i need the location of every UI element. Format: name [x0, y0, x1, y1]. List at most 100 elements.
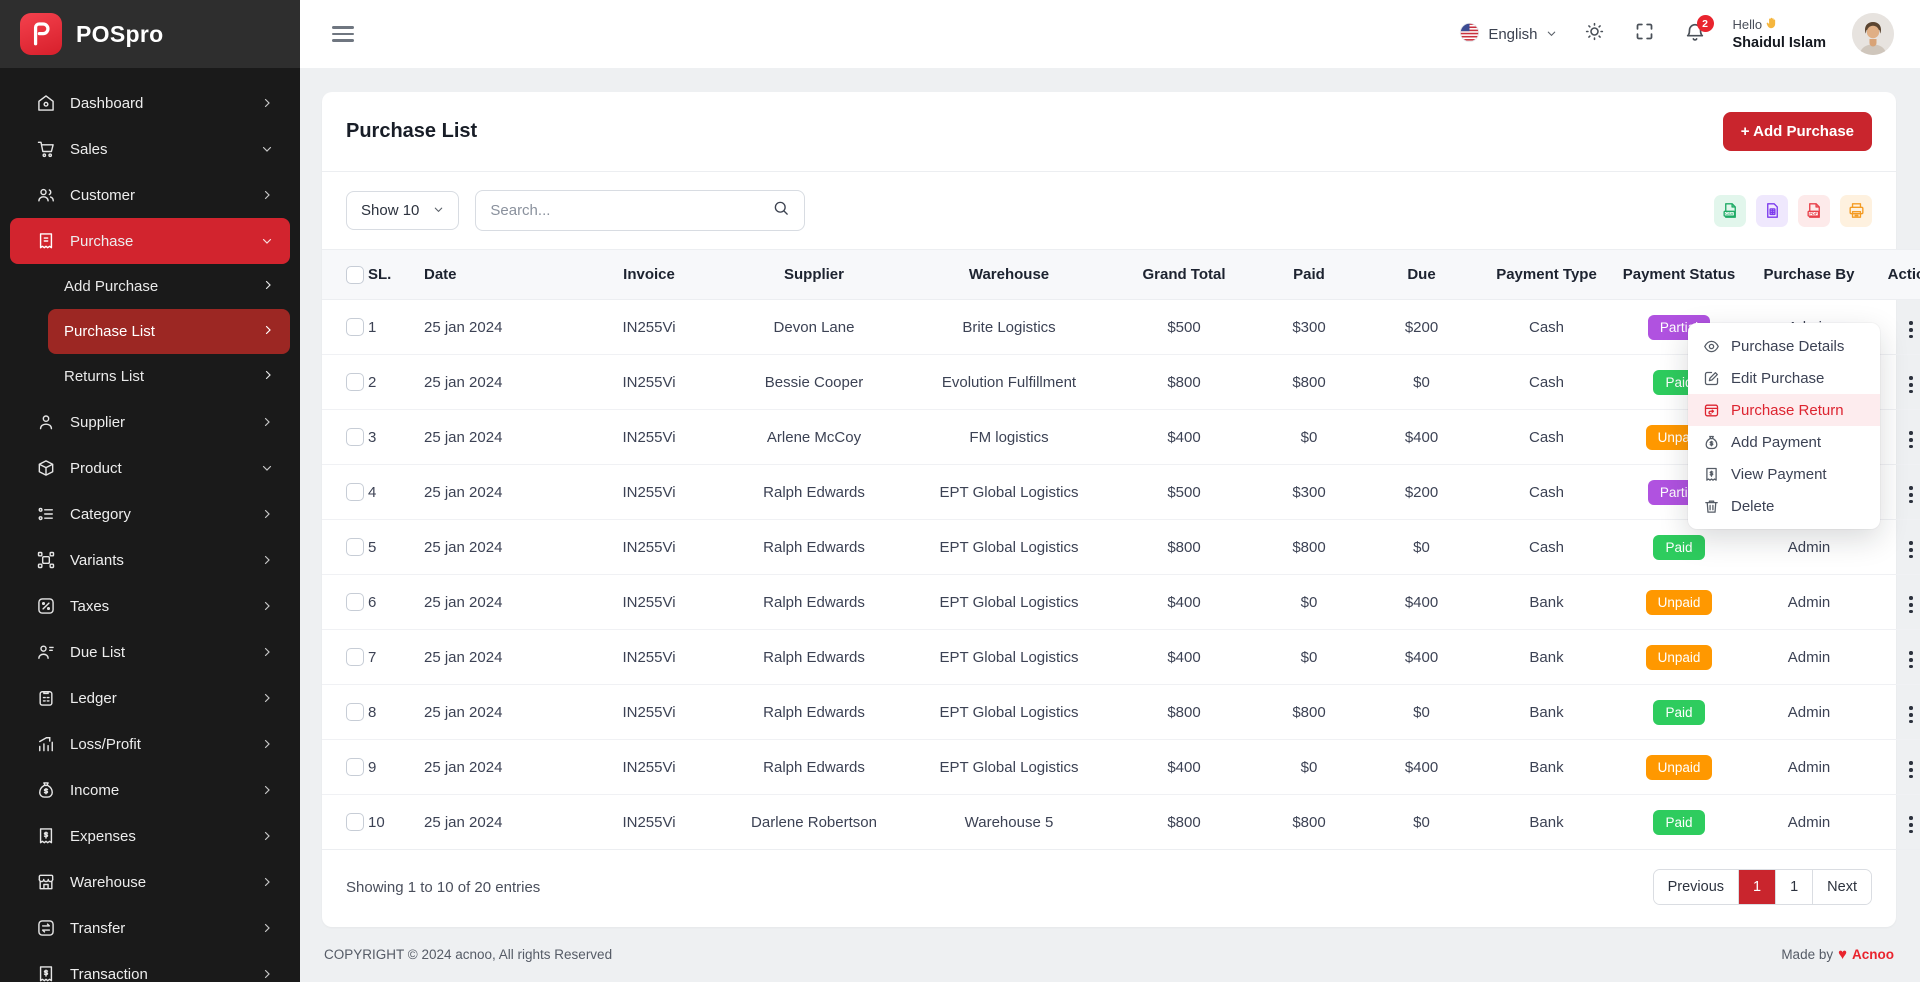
row-checkbox[interactable]: [346, 428, 364, 447]
cell-sl: 6: [368, 574, 424, 630]
show-entries-select[interactable]: Show 10: [346, 191, 460, 230]
cell-warehouse: EPT Global Logistics: [904, 464, 1114, 520]
sidebar-item-ledger[interactable]: Ledger: [10, 675, 290, 721]
brand-logo-icon: [20, 13, 62, 55]
cell-due: $0: [1364, 684, 1479, 740]
sidebar-item-expenses[interactable]: Expenses: [10, 813, 290, 859]
row-actions-menu-button[interactable]: [1903, 482, 1919, 507]
export-csv-button[interactable]: CSV: [1714, 194, 1746, 227]
row-checkbox[interactable]: [346, 648, 364, 667]
user-avatar[interactable]: [1852, 13, 1894, 55]
export-pdf-button[interactable]: PDF: [1798, 194, 1830, 227]
menu-item-edit-purchase[interactable]: Edit Purchase: [1688, 362, 1880, 394]
sidebar-subitem-label: Returns List: [64, 368, 145, 385]
cell-supplier: Darlene Robertson: [724, 794, 904, 850]
cell-invoice: IN255Vi: [574, 299, 724, 355]
language-selector[interactable]: English: [1459, 22, 1556, 47]
chevron-right-icon: [262, 323, 274, 340]
menu-item-purchase-details[interactable]: Purchase Details: [1688, 330, 1880, 362]
sidebar-subitem-label: Purchase List: [64, 323, 155, 340]
menu-item-add-payment[interactable]: Add Payment: [1688, 426, 1880, 458]
sidebar-item-loss-profit[interactable]: Loss/Profit: [10, 721, 290, 767]
chevron-down-icon: [260, 461, 274, 475]
purchase-list-card: Purchase List + Add Purchase Show 10 CSV…: [322, 92, 1920, 927]
row-checkbox[interactable]: [346, 593, 364, 612]
cell-sl: 10: [368, 794, 424, 850]
pagination-page-1[interactable]: 1: [1738, 870, 1776, 904]
row-checkbox[interactable]: [346, 703, 364, 722]
cell-supplier: Ralph Edwards: [724, 574, 904, 630]
row-checkbox[interactable]: [346, 318, 364, 337]
sidebar-item-warehouse[interactable]: Warehouse: [10, 859, 290, 905]
search-input[interactable]: [490, 202, 773, 219]
cell-grand-total: $800: [1114, 519, 1254, 575]
cell-purchase-by: Admin: [1744, 684, 1874, 740]
cell-due: $400: [1364, 629, 1479, 685]
sidebar-item-transaction[interactable]: Transaction: [10, 951, 290, 982]
sidebar-item-income[interactable]: Income: [10, 767, 290, 813]
brand-logo[interactable]: POSpro: [0, 0, 300, 68]
sidebar-subitem-purchase-list[interactable]: Purchase List: [48, 309, 290, 354]
select-all-checkbox[interactable]: [346, 265, 364, 284]
sidebar-item-taxes[interactable]: Taxes: [10, 583, 290, 629]
row-actions-menu-button[interactable]: [1903, 317, 1919, 342]
pagination-next[interactable]: Next: [1812, 870, 1871, 904]
cell-purchase-by: Admin: [1744, 794, 1874, 850]
chevron-right-icon: [260, 783, 274, 797]
sidebar-item-sales[interactable]: Sales: [10, 126, 290, 172]
row-actions-menu-button[interactable]: [1903, 592, 1919, 617]
row-actions-menu-button[interactable]: [1903, 647, 1919, 672]
pagination-previous[interactable]: Previous: [1653, 870, 1739, 904]
row-checkbox[interactable]: [346, 758, 364, 777]
made-by-brand-link[interactable]: Acnoo: [1852, 947, 1894, 962]
payment-status-badge: Paid: [1653, 699, 1705, 725]
sidebar-item-due-list[interactable]: Due List: [10, 629, 290, 675]
edit-icon: [1703, 370, 1720, 387]
row-checkbox[interactable]: [346, 538, 364, 557]
sidebar-item-category[interactable]: Category: [10, 491, 290, 537]
sidebar-item-label: Transaction: [70, 965, 148, 982]
row-checkbox[interactable]: [346, 373, 364, 392]
sidebar-item-variants[interactable]: Variants: [10, 537, 290, 583]
category-list-icon: [36, 504, 56, 524]
row-actions-menu-button[interactable]: [1903, 757, 1919, 782]
sidebar-item-customer[interactable]: Customer: [10, 172, 290, 218]
sidebar-item-purchase[interactable]: Purchase: [10, 218, 290, 264]
menu-item-purchase-return[interactable]: Purchase Return: [1688, 394, 1880, 426]
fullscreen-button[interactable]: [1633, 22, 1657, 46]
menu-item-view-payment[interactable]: View Payment: [1688, 458, 1880, 490]
export-excel-button[interactable]: [1756, 194, 1788, 227]
row-actions-menu-button[interactable]: [1903, 702, 1919, 727]
sidebar-subitem-returns-list[interactable]: Returns List: [48, 354, 290, 399]
pagination: Previous 1 1 Next: [1652, 869, 1872, 905]
page-title: Purchase List: [346, 120, 478, 142]
table-row: 10 25 jan 2024 IN255Vi Darlene Robertson…: [322, 794, 1920, 850]
row-actions-menu-button[interactable]: [1903, 537, 1919, 562]
sidebar-item-product[interactable]: Product: [10, 445, 290, 491]
row-actions-menu-button[interactable]: [1903, 372, 1919, 397]
add-purchase-button[interactable]: + Add Purchase: [1722, 112, 1872, 151]
pagination-page-2[interactable]: 1: [1775, 870, 1813, 904]
svg-text:CSV: CSV: [1725, 211, 1733, 216]
column-header-paid: Paid: [1254, 249, 1364, 300]
row-checkbox[interactable]: [346, 813, 364, 832]
divider: [322, 171, 1896, 172]
theme-toggle-button[interactable]: [1583, 22, 1607, 46]
sidebar-subitem-add-purchase[interactable]: Add Purchase: [48, 264, 290, 309]
table-row: 5 25 jan 2024 IN255Vi Ralph Edwards EPT …: [322, 519, 1920, 575]
notifications-button[interactable]: 2: [1683, 15, 1714, 46]
eye-icon: [1703, 338, 1720, 355]
cell-grand-total: $400: [1114, 739, 1254, 795]
print-button[interactable]: [1840, 194, 1872, 227]
sidebar-toggle-button[interactable]: [332, 26, 354, 42]
chevron-right-icon: [260, 921, 274, 935]
sidebar-item-dashboard[interactable]: Dashboard: [10, 80, 290, 126]
cell-warehouse: EPT Global Logistics: [904, 574, 1114, 630]
sidebar-item-supplier[interactable]: Supplier: [10, 399, 290, 445]
row-actions-menu-button[interactable]: [1903, 427, 1919, 452]
row-actions-menu-button[interactable]: [1903, 812, 1919, 837]
sidebar-item-transfer[interactable]: Transfer: [10, 905, 290, 951]
row-checkbox[interactable]: [346, 483, 364, 502]
export-buttons: CSV PDF: [1714, 194, 1872, 227]
menu-item-delete[interactable]: Delete: [1688, 490, 1880, 522]
